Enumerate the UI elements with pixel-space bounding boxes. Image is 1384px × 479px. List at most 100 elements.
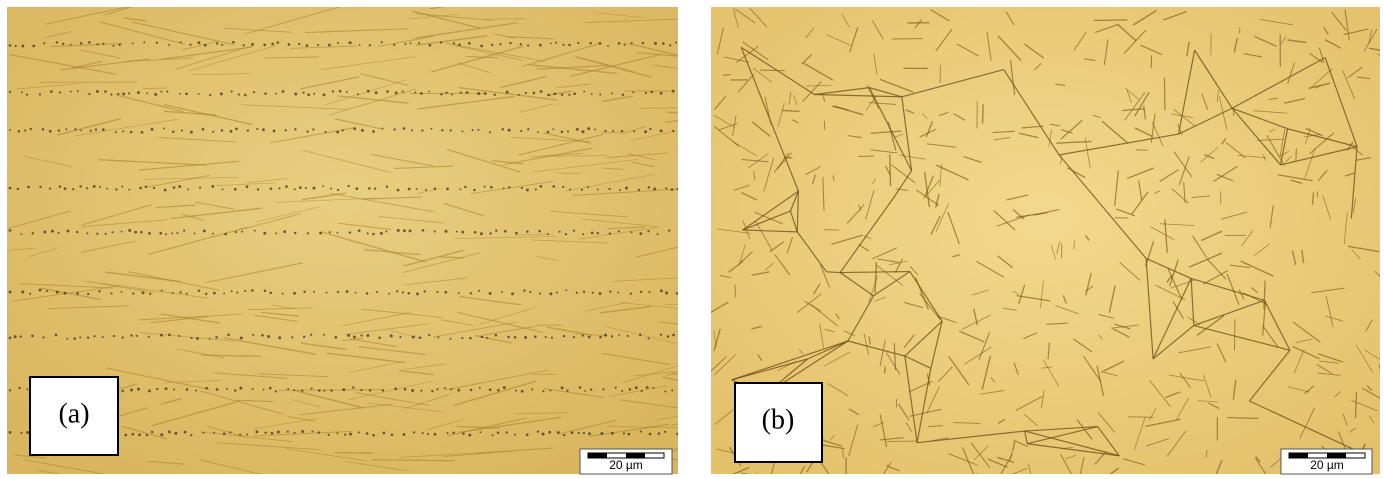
texture-mark <box>609 290 611 292</box>
texture-mark <box>427 433 429 435</box>
texture-mark <box>658 432 661 435</box>
texture-mark <box>470 292 472 294</box>
texture-mark <box>339 90 342 93</box>
texture-mark <box>376 291 378 293</box>
texture-mark <box>26 94 28 96</box>
texture-mark <box>977 473 997 479</box>
texture-mark <box>559 231 561 233</box>
texture-mark <box>428 44 431 47</box>
texture-mark <box>264 92 267 95</box>
texture-mark <box>537 431 539 433</box>
texture-mark <box>261 334 264 337</box>
texture-mark <box>587 127 590 130</box>
texture-mark <box>26 388 28 390</box>
texture-mark <box>198 289 200 291</box>
texture-mark <box>594 129 596 131</box>
texture-mark <box>203 229 206 232</box>
texture-mark <box>434 433 437 436</box>
texture-mark <box>29 293 31 295</box>
texture-mark <box>65 128 67 130</box>
texture-mark <box>349 231 351 233</box>
texture-mark <box>294 92 297 95</box>
texture-mark <box>547 131 550 134</box>
texture-mark <box>381 41 383 43</box>
texture-mark <box>723 75 731 76</box>
texture-mark <box>403 127 406 130</box>
texture-mark <box>491 434 493 436</box>
texture-mark <box>86 187 88 189</box>
texture-mark <box>223 432 226 435</box>
texture-mark <box>172 131 174 133</box>
texture-mark <box>229 431 231 433</box>
texture-mark <box>160 433 163 436</box>
texture-mark <box>88 93 90 95</box>
texture-mark <box>411 129 413 131</box>
texture-mark <box>131 433 134 436</box>
texture-mark <box>647 230 649 232</box>
texture-mark <box>180 41 182 43</box>
texture-mark <box>422 432 424 434</box>
texture-mark <box>552 185 555 188</box>
texture-mark <box>890 154 891 186</box>
texture-mark <box>328 434 330 436</box>
texture-mark <box>323 390 325 392</box>
texture-mark <box>337 42 339 44</box>
texture-mark <box>305 187 307 189</box>
texture-mark <box>276 41 279 44</box>
texture-mark <box>159 232 162 235</box>
texture-mark <box>287 431 289 433</box>
texture-mark <box>531 388 533 390</box>
texture-mark <box>520 130 522 132</box>
texture-mark <box>382 432 385 435</box>
texture-mark <box>461 231 464 234</box>
texture-mark <box>549 390 551 392</box>
texture-mark <box>240 336 243 339</box>
texture-mark <box>56 41 58 43</box>
texture-mark <box>49 130 52 133</box>
texture-mark <box>1234 319 1235 350</box>
texture-mark <box>551 337 553 339</box>
texture-mark <box>440 93 442 95</box>
texture-mark <box>395 92 398 95</box>
texture-mark <box>552 128 554 130</box>
texture-mark <box>213 432 215 434</box>
texture-mark <box>353 127 356 130</box>
texture-mark <box>460 91 462 93</box>
texture-mark <box>573 230 575 232</box>
texture-mark <box>523 289 525 291</box>
texture-mark <box>318 389 321 392</box>
texture-mark <box>672 90 675 93</box>
texture-mark <box>468 42 471 45</box>
texture-mark <box>472 129 474 131</box>
texture-mark <box>106 188 108 190</box>
texture-mark <box>359 44 361 46</box>
texture-mark <box>1128 417 1153 418</box>
texture-mark <box>148 336 150 338</box>
texture-mark <box>611 335 613 337</box>
texture-mark <box>555 42 557 44</box>
texture-mark <box>43 231 46 234</box>
texture-mark <box>646 386 649 389</box>
texture-mark <box>506 91 509 94</box>
texture-mark <box>623 432 625 434</box>
texture-mark <box>562 186 564 188</box>
texture-mark <box>58 232 60 234</box>
texture-mark <box>168 44 170 46</box>
texture-mark <box>168 430 171 433</box>
texture-mark <box>515 232 518 235</box>
texture-mark <box>156 388 158 390</box>
texture-mark <box>244 94 247 97</box>
texture-mark <box>514 336 517 339</box>
texture-mark <box>470 389 472 391</box>
texture-mark <box>631 231 633 233</box>
texture-mark <box>489 232 491 234</box>
texture-mark <box>403 229 406 232</box>
texture-mark <box>199 186 201 188</box>
texture-mark <box>668 229 670 231</box>
texture-mark <box>215 336 218 339</box>
texture-mark <box>104 90 107 93</box>
body: (a) (b) 20 µm 20 µm (() => { const data … <box>0 0 1384 479</box>
texture-mark <box>504 230 507 233</box>
texture-mark <box>503 386 506 389</box>
texture-mark <box>590 388 592 390</box>
